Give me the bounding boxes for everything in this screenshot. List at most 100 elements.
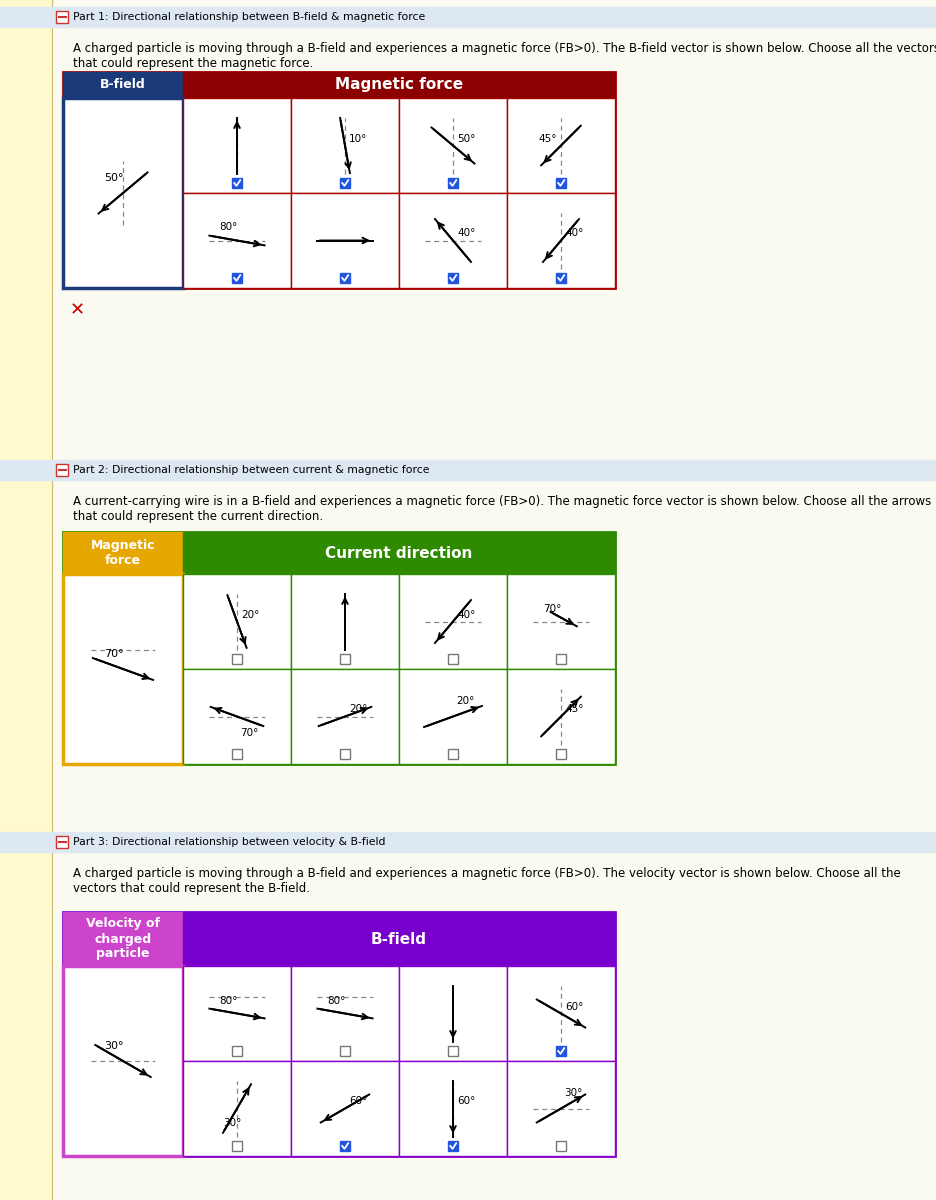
Bar [0, 0, 52, 1200]
Bar [232, 1046, 242, 1056]
Bar [232, 654, 242, 664]
Bar [183, 670, 291, 764]
Text: ✕: ✕ [70, 301, 85, 319]
Bar [183, 193, 291, 288]
Text: Current direction: Current direction [326, 546, 473, 560]
Bar [63, 574, 183, 764]
Bar [63, 98, 183, 288]
Bar [556, 1046, 566, 1056]
Text: Magnetic
force: Magnetic force [91, 539, 155, 566]
Bar [232, 178, 242, 188]
Text: Part 2: Directional relationship between current & magnetic force: Part 2: Directional relationship between… [73, 464, 430, 475]
Bar [556, 654, 566, 664]
Bar [0, 7, 936, 26]
Text: Part 3: Directional relationship between velocity & B-field: Part 3: Directional relationship between… [73, 838, 386, 847]
Text: A current-carrying wire is in a B-field and experiences a magnetic force (FB>0).: A current-carrying wire is in a B-field … [73, 494, 931, 523]
Bar [556, 1141, 566, 1151]
Bar [291, 966, 399, 1061]
Text: 80°: 80° [327, 996, 345, 1006]
Text: 45°: 45° [565, 704, 583, 714]
Bar [507, 574, 615, 670]
Bar [0, 460, 936, 480]
Text: 80°: 80° [219, 996, 238, 1006]
Bar [291, 670, 399, 764]
Bar [183, 98, 291, 193]
Bar [448, 1141, 458, 1151]
Bar [63, 72, 615, 288]
Bar [183, 72, 615, 98]
Bar [399, 98, 507, 193]
Text: 70°: 70° [240, 728, 258, 738]
Text: 30°: 30° [564, 1088, 582, 1098]
Bar [399, 574, 507, 670]
Bar [56, 836, 68, 848]
Bar [232, 749, 242, 758]
Text: Part 1: Directional relationship between B-field & magnetic force: Part 1: Directional relationship between… [73, 12, 425, 22]
Text: 80°: 80° [219, 222, 238, 233]
Bar [63, 966, 183, 1156]
Bar [448, 749, 458, 758]
Text: 50°: 50° [457, 133, 475, 144]
Text: Magnetic force: Magnetic force [335, 78, 463, 92]
Text: 70°: 70° [104, 649, 124, 659]
Bar [340, 1046, 350, 1056]
Text: 70°: 70° [543, 604, 562, 613]
Text: 30°: 30° [104, 1042, 124, 1051]
Text: B-field: B-field [100, 78, 146, 91]
Bar [340, 749, 350, 758]
Bar [507, 1061, 615, 1156]
Text: 20°: 20° [349, 704, 367, 714]
Text: 45°: 45° [538, 133, 557, 144]
Bar [56, 11, 68, 23]
Bar [340, 654, 350, 664]
Bar [183, 912, 615, 966]
Bar [448, 272, 458, 283]
Bar [507, 670, 615, 764]
Bar [183, 532, 615, 574]
Text: A charged particle is moving through a B-field and experiences a magnetic force : A charged particle is moving through a B… [73, 866, 900, 895]
Bar [0, 832, 936, 852]
Bar [232, 272, 242, 283]
Bar [63, 532, 615, 764]
Bar [56, 464, 68, 476]
Bar [340, 1141, 350, 1151]
Bar [232, 1141, 242, 1151]
Text: 40°: 40° [565, 228, 583, 239]
Bar [291, 1061, 399, 1156]
Text: A charged particle is moving through a B-field and experiences a magnetic force : A charged particle is moving through a B… [73, 42, 936, 70]
Bar [183, 966, 291, 1061]
Bar [291, 193, 399, 288]
Text: B-field: B-field [371, 931, 427, 947]
Text: 10°: 10° [349, 133, 367, 144]
Text: 60°: 60° [565, 1002, 583, 1012]
Text: 60°: 60° [457, 1097, 475, 1106]
Bar [399, 193, 507, 288]
Bar [63, 912, 183, 966]
Bar [507, 98, 615, 193]
Bar [63, 532, 183, 574]
Bar [399, 670, 507, 764]
Bar [340, 272, 350, 283]
Text: 40°: 40° [457, 610, 475, 619]
Bar [63, 72, 183, 98]
Bar [556, 178, 566, 188]
Bar [448, 654, 458, 664]
Bar [399, 966, 507, 1061]
Text: Velocity of
charged
particle: Velocity of charged particle [86, 918, 160, 960]
Bar [63, 912, 615, 1156]
Text: 60°: 60° [349, 1097, 367, 1106]
Bar [399, 1061, 507, 1156]
Text: 30°: 30° [223, 1118, 241, 1128]
Bar [183, 1061, 291, 1156]
Text: 40°: 40° [457, 228, 475, 239]
Text: 50°: 50° [104, 174, 124, 184]
Text: 20°: 20° [456, 696, 475, 707]
Bar [291, 98, 399, 193]
Bar [340, 178, 350, 188]
Bar [291, 574, 399, 670]
Bar [448, 1046, 458, 1056]
Bar [183, 574, 291, 670]
Bar [556, 749, 566, 758]
Text: 20°: 20° [241, 610, 259, 619]
Bar [448, 178, 458, 188]
